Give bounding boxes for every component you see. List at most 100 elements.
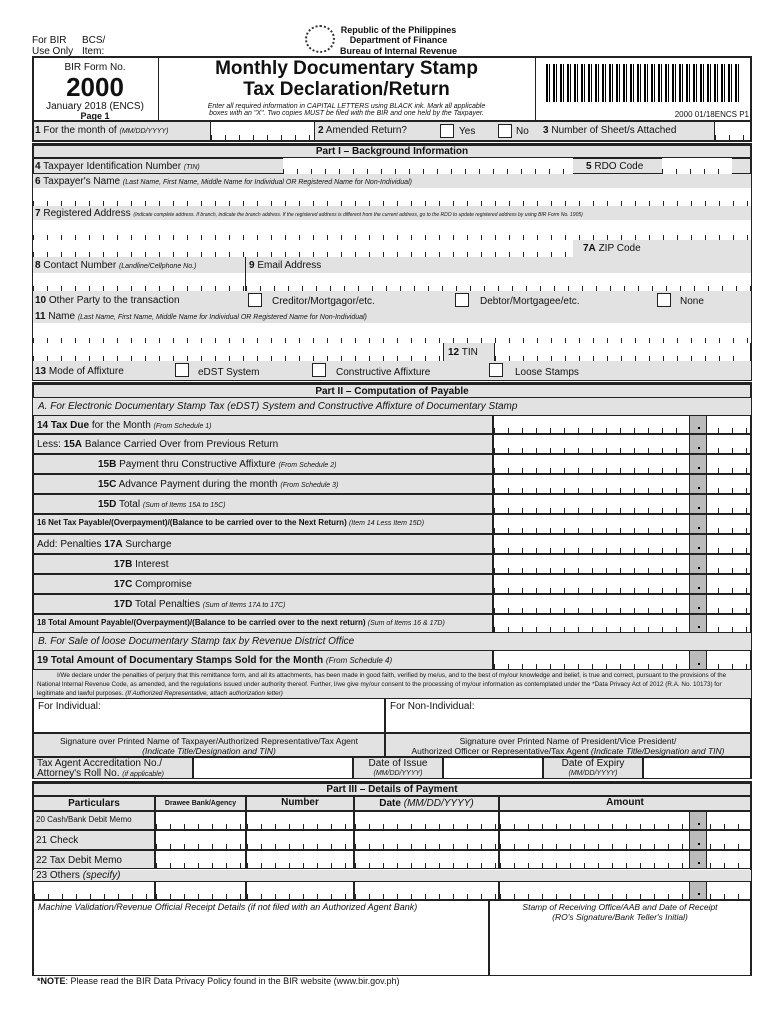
amended-no-checkbox[interactable] [498, 124, 512, 138]
computation-item-label: 15D Total (Sum of Items 15A to 15C) [33, 494, 493, 514]
part-1-title: Part I – Background Information [33, 145, 751, 158]
amount-input[interactable] [499, 850, 751, 869]
computation-item-amount[interactable] [493, 454, 751, 474]
section-a-label: A. For Electronic Documentary Stamp Tax … [33, 398, 751, 415]
constructive-label: Constructive Affixture [336, 367, 431, 378]
computation-item-label: 16 Net Tax Payable/(Overpayment)/(Balanc… [33, 514, 493, 534]
name-11-input-1[interactable] [33, 323, 751, 343]
date-input[interactable] [354, 830, 499, 850]
decimal-point [689, 475, 707, 493]
number-input[interactable] [246, 811, 354, 830]
loose-label: Loose Stamps [515, 367, 579, 378]
email-input[interactable] [245, 273, 751, 291]
address-input-2[interactable] [33, 240, 573, 257]
sheets-input[interactable] [714, 122, 750, 140]
drawee-bank-input[interactable] [155, 811, 246, 830]
amended-label: 2 Amended Return? [318, 125, 407, 136]
computation-item-amount[interactable] [493, 494, 751, 514]
creditor-checkbox[interactable] [248, 293, 262, 307]
payment-row-label: 22 Tax Debit Memo [33, 850, 155, 869]
computation-item-amount[interactable] [493, 534, 751, 554]
page-label: Page 1 [80, 111, 110, 121]
name-11-input-2[interactable] [33, 343, 443, 361]
date-input[interactable] [354, 811, 499, 830]
computation-item-amount[interactable] [493, 474, 751, 494]
name-11-label: 11 Name (Last Name, First Name, Middle N… [33, 309, 751, 323]
other-party-row [33, 291, 751, 309]
address-input-1[interactable] [33, 220, 751, 240]
address-label: 7 Registered Address (Indicate complete … [33, 206, 751, 220]
month-input[interactable] [210, 122, 315, 140]
computation-item-amount[interactable] [493, 594, 751, 614]
tin-12-label: 12 TIN [443, 343, 495, 361]
computation-item-amount[interactable] [493, 434, 751, 454]
computation-item-label: Add: Penalties 17A Surcharge [33, 534, 493, 554]
decimal-point [689, 575, 707, 593]
for-bir-label: For BIR Use Only [32, 35, 74, 57]
decimal-point [689, 435, 707, 453]
tin-label: 4 Taxpayer Identification Number (TIN) [35, 161, 200, 172]
computation-item-amount[interactable] [493, 574, 751, 594]
col-drawee-bank: Drawee Bank/Agency [155, 796, 246, 811]
computation-item-amount[interactable] [493, 554, 751, 574]
payment-row-label: 20 Cash/Bank Debit Memo [33, 811, 155, 830]
edst-checkbox[interactable] [175, 363, 189, 377]
payment-row-label: 21 Check [33, 830, 155, 850]
date-expiry-label: Date of Expiry (MM/DD/YYYY) [543, 757, 643, 779]
amount-input[interactable] [499, 811, 751, 830]
col-number: Number [246, 796, 354, 811]
amount-input[interactable] [499, 830, 751, 850]
decimal-point [689, 595, 707, 613]
part-3-title: Part III – Details of Payment [33, 783, 751, 796]
creditor-label: Creditor/Mortgagor/etc. [272, 296, 375, 307]
decimal-point [689, 535, 707, 553]
edst-label: eDST System [198, 367, 260, 378]
date-input[interactable] [354, 850, 499, 869]
computation-item-label: Less: 15A Balance Carried Over from Prev… [33, 434, 493, 454]
computation-item-amount[interactable] [493, 614, 751, 633]
item-19-amount[interactable] [493, 650, 751, 670]
computation-item-label: 17B Interest [33, 554, 493, 574]
accreditation-input[interactable] [193, 757, 353, 779]
decimal-point [689, 555, 707, 573]
number-input[interactable] [246, 850, 354, 869]
date-expiry-input[interactable] [643, 757, 751, 779]
others-specify-input[interactable] [33, 881, 155, 900]
none-checkbox[interactable] [657, 293, 671, 307]
computation-item-label: 18 Total Amount Payable/(Overpayment)/(B… [33, 614, 493, 633]
no-label: No [516, 126, 529, 137]
date-issue-input[interactable] [443, 757, 543, 779]
barcode-icon [546, 64, 742, 102]
debtor-checkbox[interactable] [455, 293, 469, 307]
computation-item-amount[interactable] [493, 415, 751, 434]
col-date: Date (MM/DD/YYYY) [354, 796, 499, 811]
loose-checkbox[interactable] [489, 363, 503, 377]
signature-label-non-individual: Signature over Printed Name of President… [385, 733, 751, 757]
decimal-point [689, 651, 707, 669]
non-individual-signature-field[interactable]: For Non-Individual: [385, 698, 751, 733]
number-input[interactable] [246, 830, 354, 850]
constructive-checkbox[interactable] [312, 363, 326, 377]
drawee-bank-input[interactable] [155, 850, 246, 869]
amount-input[interactable] [499, 881, 751, 900]
taxpayer-name-label: 6 Taxpayer's Name (Last Name, First Name… [33, 174, 751, 188]
taxpayer-name-input[interactable] [33, 188, 751, 206]
number-input[interactable] [246, 881, 354, 900]
section-b-label: B. For Sale of loose Documentary Stamp t… [33, 633, 751, 650]
contact-input[interactable] [33, 273, 245, 291]
bir-seal-icon [305, 25, 335, 53]
amended-yes-checkbox[interactable] [440, 124, 454, 138]
tin-input[interactable] [283, 158, 573, 174]
date-input[interactable] [354, 881, 499, 900]
drawee-bank-input[interactable] [155, 830, 246, 850]
tin-12-input[interactable] [495, 343, 735, 361]
decimal-point [689, 416, 707, 433]
form-no-label: BIR Form No. [64, 62, 126, 73]
part-2-title: Part II – Computation of Payable [33, 384, 751, 398]
sheets-label: 3 Number of Sheet/s Attached [543, 125, 677, 136]
individual-signature-field[interactable]: For Individual: [33, 698, 385, 733]
computation-item-amount[interactable] [493, 514, 751, 534]
drawee-bank-input[interactable] [155, 881, 246, 900]
rdo-input[interactable] [662, 158, 732, 174]
none-label: None [680, 296, 704, 307]
